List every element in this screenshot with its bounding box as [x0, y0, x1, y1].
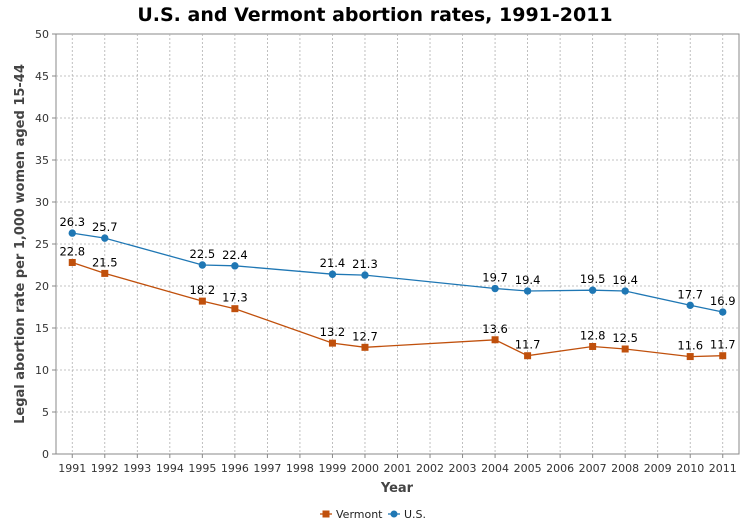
- data-point-u-s: [523, 287, 532, 295]
- legend-item-u-s: U.S.: [388, 508, 426, 521]
- data-point-vermont: [328, 339, 336, 347]
- data-point-u-s: [588, 286, 597, 294]
- y-axis-label: Legal abortion rate per 1,000 women aged…: [13, 64, 28, 424]
- x-tick-label: 2003: [449, 462, 477, 475]
- data-label-u-s: 26.3: [59, 215, 85, 229]
- data-label-u-s: 21.4: [320, 256, 346, 270]
- data-label-u-s: 16.9: [710, 294, 736, 308]
- axis-layer: 0 5 10 15 20 25 30 35 40 45 50 1991 1992 1993 1994 1995…: [35, 28, 737, 475]
- data-label-vermont: 11.7: [515, 338, 541, 352]
- data-label-u-s: 21.3: [352, 257, 378, 271]
- data-point-vermont: [686, 353, 694, 361]
- x-tick-label: 1998: [286, 462, 314, 475]
- y-tick-label: 30: [35, 196, 49, 209]
- data-label-vermont: 13.6: [482, 322, 508, 336]
- x-tick-label: 1992: [91, 462, 119, 475]
- data-point-vermont: [231, 305, 239, 313]
- data-point-vermont: [589, 342, 597, 350]
- x-tick-label: 1999: [318, 462, 346, 475]
- x-tick-label: 1994: [156, 462, 184, 475]
- x-tick-label: 2006: [546, 462, 574, 475]
- chart-title: U.S. and Vermont abortion rates, 1991-20…: [137, 4, 612, 26]
- series-line-u-s: [72, 232, 723, 313]
- x-tick-label: 2008: [611, 462, 639, 475]
- y-tick-label: 50: [35, 28, 49, 41]
- y-tick-label: 10: [35, 364, 49, 377]
- y-tick-label: 40: [35, 112, 49, 125]
- x-tick-label: 1997: [253, 462, 281, 475]
- data-label-u-s: 19.5: [580, 272, 606, 286]
- y-tick-label: 0: [42, 448, 49, 461]
- x-tick-label: 2005: [514, 462, 542, 475]
- data-point-vermont: [719, 352, 727, 360]
- data-label-u-s: 22.5: [190, 247, 216, 261]
- data-point-u-s: [719, 308, 727, 316]
- data-point-u-s: [686, 301, 694, 310]
- x-tick-label: 1993: [123, 462, 151, 475]
- data-label-vermont: 18.2: [190, 283, 216, 297]
- legend-item-vermont: Vermont: [320, 508, 383, 521]
- data-point-vermont: [524, 352, 532, 360]
- data-point-u-s: [198, 261, 207, 269]
- x-tick-label: 2001: [384, 462, 412, 475]
- x-tick-label: 2002: [416, 462, 444, 475]
- data-label-vermont: 12.8: [580, 328, 606, 342]
- legend-label-vermont: Vermont: [336, 508, 383, 521]
- y-tick-label: 25: [35, 238, 49, 251]
- data-point-u-s: [621, 287, 629, 295]
- data-label-vermont: 13.2: [320, 325, 346, 339]
- data-point-vermont: [621, 345, 629, 353]
- legend-label-u-s: U.S.: [404, 508, 426, 521]
- x-tick-label: 2000: [351, 462, 379, 475]
- y-tick-label: 45: [35, 70, 49, 83]
- y-tick-label: 15: [35, 322, 49, 335]
- data-label-u-s: 19.4: [612, 273, 638, 287]
- legend: Vermont U.S.: [320, 508, 426, 521]
- data-label-u-s: 19.4: [515, 273, 541, 287]
- x-tick-label: 2011: [709, 462, 737, 475]
- series-layer: [68, 229, 727, 361]
- data-label-vermont: 22.8: [59, 244, 85, 258]
- y-tick-label: 20: [35, 280, 49, 293]
- x-tick-label: 1995: [188, 462, 216, 475]
- legend-marker-vermont: [322, 510, 330, 518]
- data-label-u-s: 19.7: [482, 271, 508, 285]
- x-tick-label: 1996: [221, 462, 249, 475]
- data-label-vermont: 12.5: [612, 331, 638, 345]
- data-point-u-s: [68, 229, 76, 237]
- data-label-u-s: 22.4: [222, 248, 248, 262]
- series-line-vermont: [72, 261, 723, 358]
- data-label-u-s: 25.7: [92, 220, 118, 234]
- data-label-vermont: 12.7: [352, 329, 378, 343]
- data-point-vermont: [68, 258, 76, 266]
- data-point-u-s: [361, 271, 369, 279]
- x-tick-label: 2009: [644, 462, 672, 475]
- x-tick-label: 2004: [481, 462, 509, 475]
- data-label-layer: 22.8 21.5 18.2 17.3 13.2 12.7 13.6 11.7 12.8 12.5…: [59, 215, 735, 352]
- data-label-vermont: 21.5: [92, 255, 118, 269]
- x-tick-label: 2007: [579, 462, 607, 475]
- x-tick-label: 1991: [58, 462, 86, 475]
- data-point-u-s: [101, 234, 109, 242]
- data-label-vermont: 11.6: [677, 339, 703, 353]
- y-tick-label: 5: [42, 406, 49, 419]
- data-label-vermont: 11.7: [710, 338, 736, 352]
- data-point-u-s: [328, 270, 337, 278]
- data-point-u-s: [491, 284, 499, 293]
- data-label-u-s: 17.7: [677, 287, 703, 301]
- x-axis-label: Year: [380, 481, 414, 496]
- legend-marker-u-s: [390, 510, 398, 518]
- x-tick-label: 2010: [676, 462, 704, 475]
- y-tick-label: 35: [35, 154, 49, 167]
- data-point-vermont: [101, 269, 109, 277]
- grid-layer: [56, 34, 739, 454]
- data-point-vermont: [198, 297, 206, 305]
- data-point-u-s: [231, 262, 239, 270]
- data-point-vermont: [361, 343, 369, 351]
- data-point-vermont: [491, 336, 499, 344]
- data-label-vermont: 17.3: [222, 291, 248, 305]
